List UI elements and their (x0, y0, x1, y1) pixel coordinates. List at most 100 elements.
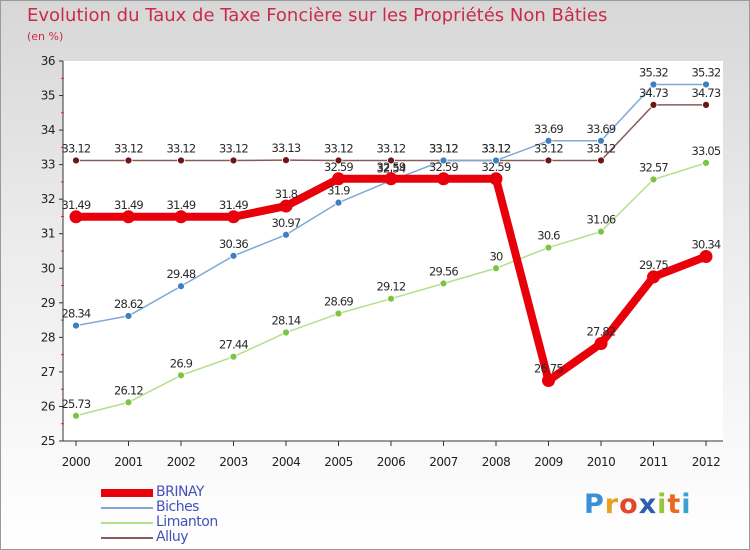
x-tick-label: 2007 (429, 455, 458, 469)
legend-swatch (101, 522, 153, 524)
data-label-brinay: 32.59 (324, 160, 353, 174)
data-point-alluy (282, 156, 290, 165)
y-tick-label: 25 (41, 434, 55, 448)
data-point-biches (702, 80, 710, 89)
data-point-alluy (387, 156, 395, 165)
x-tick-label: 2003 (219, 455, 248, 469)
data-label-limanton: 28.69 (324, 295, 353, 309)
x-tick-label: 2001 (114, 455, 143, 469)
data-label-alluy: 33.12 (167, 141, 196, 155)
y-tick-label: 34 (41, 123, 55, 137)
y-tick-label: 27 (41, 365, 55, 379)
data-point-limanton (282, 328, 290, 337)
data-label-limanton: 33.05 (692, 144, 721, 158)
data-point-brinay (279, 199, 293, 213)
x-tick-label: 2012 (692, 455, 721, 469)
y-tick-label: 30 (41, 261, 55, 275)
data-label-biches: 32.54 (377, 162, 406, 176)
data-point-limanton (649, 175, 658, 184)
data-point-alluy (177, 156, 185, 165)
data-label-alluy: 33.12 (534, 141, 563, 155)
data-point-brinay (437, 172, 450, 186)
x-tick-label: 2011 (639, 455, 668, 469)
data-point-alluy (544, 156, 553, 165)
data-label-limanton: 29.56 (429, 264, 458, 278)
data-point-brinay (594, 337, 608, 351)
data-point-brinay (332, 172, 345, 186)
data-point-biches (492, 156, 500, 165)
legend-swatch (101, 489, 153, 497)
data-label-limanton: 31.06 (587, 213, 616, 227)
y-tick-label: 36 (41, 54, 55, 68)
data-point-biches (177, 282, 185, 291)
y-tick-label: 26 (41, 399, 55, 413)
data-label-brinay: 32.59 (377, 160, 406, 174)
data-point-brinay (489, 172, 503, 186)
data-point-alluy (597, 156, 605, 165)
data-point-alluy (702, 100, 710, 109)
data-point-brinay (69, 210, 83, 224)
data-label-brinay: 30.34 (692, 238, 721, 252)
x-tick-label: 2010 (587, 455, 616, 469)
data-label-brinay: 31.8 (275, 187, 298, 201)
data-label-brinay: 31.49 (167, 198, 196, 212)
legend-swatch (101, 537, 153, 539)
data-point-limanton (597, 227, 605, 236)
data-label-brinay: 31.49 (219, 198, 248, 212)
data-label-brinay: 32.59 (429, 160, 458, 174)
logo-letter: i (681, 489, 692, 520)
data-point-alluy (124, 156, 133, 165)
legend-label: BRINAY (156, 484, 204, 500)
data-label-alluy: 33.12 (587, 141, 616, 155)
data-point-biches (282, 230, 290, 239)
data-point-limanton (387, 294, 395, 303)
data-label-biches: 30.36 (219, 237, 248, 251)
data-point-biches (544, 136, 553, 145)
logo-letter: t (667, 489, 682, 520)
data-label-alluy: 34.73 (639, 86, 668, 100)
data-label-limanton: 25.73 (62, 397, 91, 411)
data-point-limanton (334, 309, 343, 318)
data-point-brinay (542, 374, 555, 388)
data-point-limanton (229, 352, 238, 361)
data-point-limanton (492, 264, 500, 273)
data-label-biches: 28.62 (114, 297, 143, 311)
y-tick-label: 31 (41, 227, 55, 241)
data-point-brinay (174, 210, 188, 224)
data-point-biches (124, 312, 133, 320)
data-point-biches (649, 80, 658, 89)
x-tick-label: 2006 (377, 455, 406, 469)
data-label-brinay: 31.49 (114, 198, 143, 212)
legend-swatch (101, 507, 153, 509)
x-tick-label: 2004 (272, 455, 301, 469)
y-tick-label: 28 (41, 330, 55, 344)
data-label-biches: 30.97 (272, 216, 301, 230)
y-tick-label: 33 (41, 158, 55, 172)
data-label-alluy: 33.12 (377, 141, 406, 155)
legend-label: Alluy (156, 529, 189, 545)
data-label-limanton: 30.6 (537, 229, 560, 243)
data-label-biches: 28.34 (62, 307, 91, 321)
x-tick-label: 2002 (167, 455, 196, 469)
data-label-alluy: 33.12 (324, 141, 353, 155)
data-point-biches (334, 198, 343, 207)
data-point-biches (597, 136, 605, 145)
data-point-brinay (227, 210, 240, 224)
data-point-brinay (647, 270, 660, 284)
data-label-alluy: 33.12 (62, 141, 91, 155)
data-point-alluy (72, 156, 80, 165)
data-point-limanton (702, 159, 710, 167)
data-label-limanton: 30 (489, 249, 503, 263)
y-tick-label: 29 (41, 296, 55, 310)
chart-title: Evolution du Taux de Taxe Foncière sur l… (27, 5, 608, 26)
data-label-limanton: 32.57 (639, 160, 668, 174)
data-label-brinay: 32.59 (482, 160, 511, 174)
data-label-brinay: 29.75 (639, 258, 668, 272)
data-label-brinay: 31.49 (62, 198, 91, 212)
data-label-alluy: 33.13 (272, 141, 301, 155)
x-tick-label: 2009 (534, 455, 563, 469)
data-label-biches: 33.69 (587, 122, 616, 136)
data-label-biches: 35.32 (692, 65, 721, 79)
data-point-brinay (699, 250, 713, 264)
